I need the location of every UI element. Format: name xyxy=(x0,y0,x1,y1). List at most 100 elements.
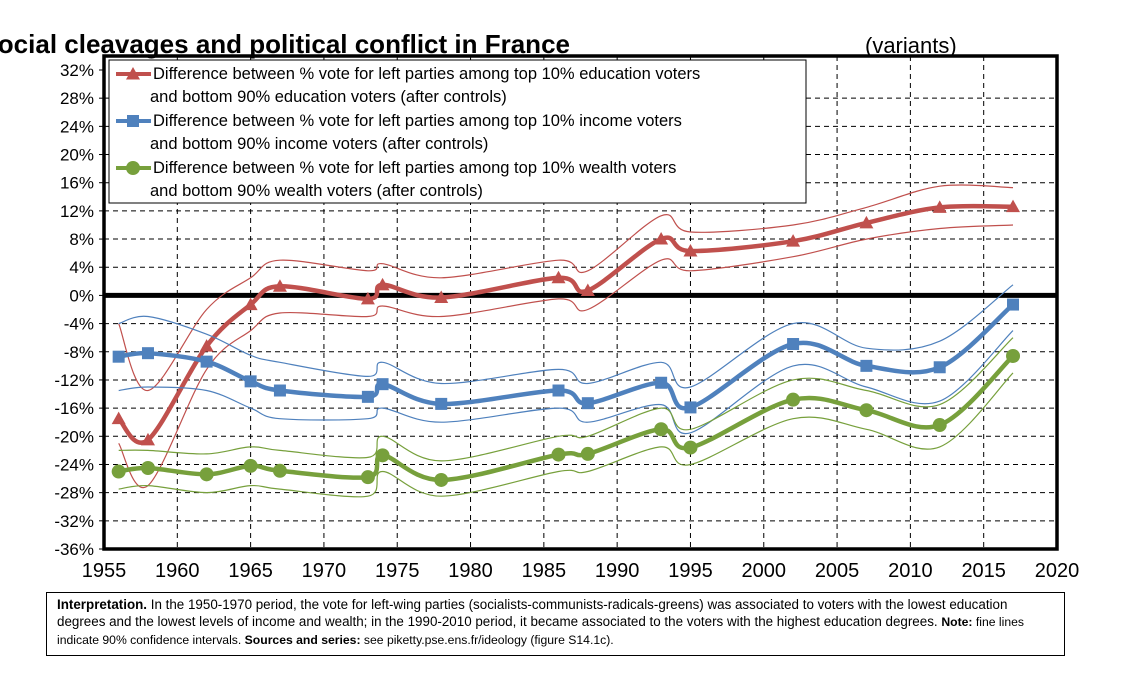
y-tick-label: 12% xyxy=(60,202,94,221)
legend-label: Difference between % vote for left parti… xyxy=(153,159,676,177)
ci-upper-line xyxy=(118,337,1014,462)
data-point xyxy=(273,384,286,397)
interpretation-text: In the 1950-1970 period, the vote for le… xyxy=(57,597,1008,629)
legend-label: and bottom 90% education voters (after c… xyxy=(150,88,507,106)
chart-title: Social cleavages and political conflict … xyxy=(0,29,570,59)
data-point xyxy=(684,401,697,414)
y-tick-label: -20% xyxy=(54,427,94,446)
y-tick-label: 28% xyxy=(60,89,94,108)
legend: Difference between % vote for left parti… xyxy=(108,59,807,204)
data-point xyxy=(360,291,375,305)
data-point xyxy=(787,338,800,351)
interpretation-label: Interpretation. xyxy=(57,597,148,612)
plot-frame xyxy=(102,54,1059,551)
series-square xyxy=(112,284,1020,435)
y-tick-label: -32% xyxy=(54,512,94,531)
ci-lower-line xyxy=(118,330,1014,435)
y-tick-label: 32% xyxy=(60,61,94,80)
y-tick-label: 0% xyxy=(69,286,94,305)
y-tick-label: 4% xyxy=(69,258,94,277)
legend-swatch-marker xyxy=(127,115,139,127)
data-point xyxy=(361,390,374,403)
x-tick-label: 1980 xyxy=(448,560,493,582)
y-tick-label: -16% xyxy=(54,399,94,418)
data-point xyxy=(551,447,566,462)
interpretation-note: Interpretation. In the 1950-1970 period,… xyxy=(46,592,1065,656)
data-point xyxy=(1006,199,1021,213)
data-point xyxy=(435,397,448,410)
ci-lower-line xyxy=(118,224,1014,489)
ci-lower-line xyxy=(118,372,1014,498)
y-tick-label: -8% xyxy=(64,343,94,362)
data-point xyxy=(434,472,449,487)
y-tick-label: -28% xyxy=(54,484,94,503)
x-tick-label: 1985 xyxy=(522,560,567,582)
legend-label: and bottom 90% income voters (after cont… xyxy=(150,135,488,153)
legend-swatch-marker xyxy=(126,67,140,80)
data-point xyxy=(683,440,698,455)
legend-label: Difference between % vote for left parti… xyxy=(153,112,682,130)
series-triangle xyxy=(111,184,1021,489)
data-point xyxy=(683,244,698,257)
data-point xyxy=(786,234,801,247)
y-tick-label: 24% xyxy=(60,117,94,136)
y-axis: 32% 28% 24% 20% 16% 12% 8% 4% 0% -4% -8% -12% -16% -2… xyxy=(54,61,104,559)
data-point xyxy=(272,279,287,292)
x-tick-label: 2000 xyxy=(742,560,787,582)
data-point xyxy=(933,361,946,374)
data-point xyxy=(199,467,214,482)
data-point xyxy=(551,270,566,284)
x-tick-label: 1995 xyxy=(668,560,713,582)
x-tick-label: 1965 xyxy=(228,560,273,582)
data-point xyxy=(1006,348,1021,363)
data-point xyxy=(786,392,801,407)
data-point xyxy=(581,397,594,410)
x-tick-label: 1970 xyxy=(302,560,347,582)
data-point xyxy=(141,347,154,360)
data-point xyxy=(199,339,214,352)
y-tick-label: 16% xyxy=(60,174,94,193)
data-point xyxy=(580,446,595,461)
legend-swatch-marker xyxy=(126,161,140,175)
x-axis: 1955 1960 1965 1970 1975 1980 1985 1990 1995 2000… xyxy=(82,560,1080,582)
x-tick-label: 1975 xyxy=(375,560,420,582)
series-circle xyxy=(111,337,1021,498)
data-point xyxy=(859,403,874,418)
data-point xyxy=(859,215,874,229)
data-point xyxy=(375,448,390,463)
y-tick-label: 8% xyxy=(69,230,94,249)
legend-label: and bottom 90% wealth voters (after cont… xyxy=(150,182,483,200)
data-point xyxy=(140,460,155,475)
legend-label: Difference between % vote for left parti… xyxy=(153,65,700,83)
data-point xyxy=(200,355,213,368)
series-line xyxy=(116,203,1014,445)
data-point xyxy=(580,283,595,296)
data-point xyxy=(140,432,155,446)
data-point xyxy=(111,464,126,479)
ci-upper-line xyxy=(118,184,1014,392)
legend-box xyxy=(108,59,807,204)
y-tick-label: -12% xyxy=(54,371,94,390)
data-point xyxy=(376,378,389,391)
note-text: fine lines indicate 90% confidence inter… xyxy=(57,615,1024,647)
x-tick-label: 1960 xyxy=(155,560,200,582)
y-tick-label: -24% xyxy=(54,455,94,474)
data-point xyxy=(860,359,873,372)
x-tick-label: 1990 xyxy=(595,560,640,582)
data-point xyxy=(360,470,375,485)
data-point xyxy=(112,350,125,363)
data-point xyxy=(654,422,669,437)
data-point xyxy=(1007,298,1020,311)
data-point xyxy=(244,375,257,388)
data-point xyxy=(375,277,390,291)
data-point xyxy=(552,384,565,397)
data-point xyxy=(272,463,287,478)
series-area xyxy=(111,184,1021,498)
x-tick-label: 2005 xyxy=(815,560,860,582)
data-point xyxy=(655,376,668,389)
sources-text: see piketty.pse.ens.fr/ideology (figure … xyxy=(360,633,614,647)
data-point xyxy=(654,232,669,245)
ci-upper-line xyxy=(118,284,1014,389)
data-point xyxy=(111,411,126,425)
